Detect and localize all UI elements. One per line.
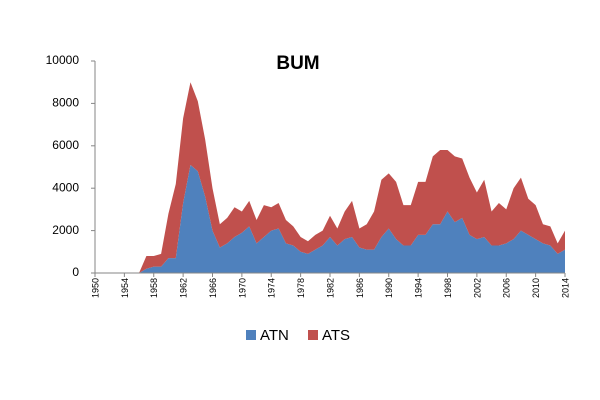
x-tick-label: 1966	[208, 278, 218, 298]
y-tick-label: 10000	[46, 53, 80, 67]
x-tick-label: 1990	[384, 278, 394, 298]
x-tick-label: 1970	[237, 278, 247, 298]
x-tick-label: 1974	[267, 278, 277, 298]
area	[95, 82, 565, 273]
legend-swatch	[308, 330, 318, 340]
x-tick-label: 1950	[90, 278, 100, 298]
legend-label: ATS	[322, 327, 350, 344]
x-tick-label: 1986	[355, 278, 365, 298]
x-tick-label: 1982	[325, 278, 335, 298]
x-tick-label: 2010	[531, 278, 541, 298]
x-tick-label: 2002	[472, 278, 482, 298]
x-tick-label: 2006	[502, 278, 512, 298]
legend-label: ATN	[260, 327, 289, 344]
legend-swatch	[246, 330, 256, 340]
x-tick-label: 1978	[296, 278, 306, 298]
x-tick-label: 1998	[443, 278, 453, 298]
y-tick-label: 8000	[52, 96, 79, 110]
y-tick-label: 0	[72, 265, 79, 279]
y-tick-label: 4000	[52, 180, 79, 194]
y-tick-label: 2000	[52, 223, 79, 237]
x-tick-label: 1958	[149, 278, 159, 298]
chart-title: BUM	[276, 53, 319, 74]
x-tick-label: 1954	[120, 278, 130, 298]
x-tick-label: 1962	[179, 278, 189, 298]
y-tick-label: 6000	[52, 138, 79, 152]
area	[95, 164, 565, 273]
x-tick-label: 2014	[560, 278, 570, 298]
x-tick-label: 1994	[414, 278, 424, 298]
